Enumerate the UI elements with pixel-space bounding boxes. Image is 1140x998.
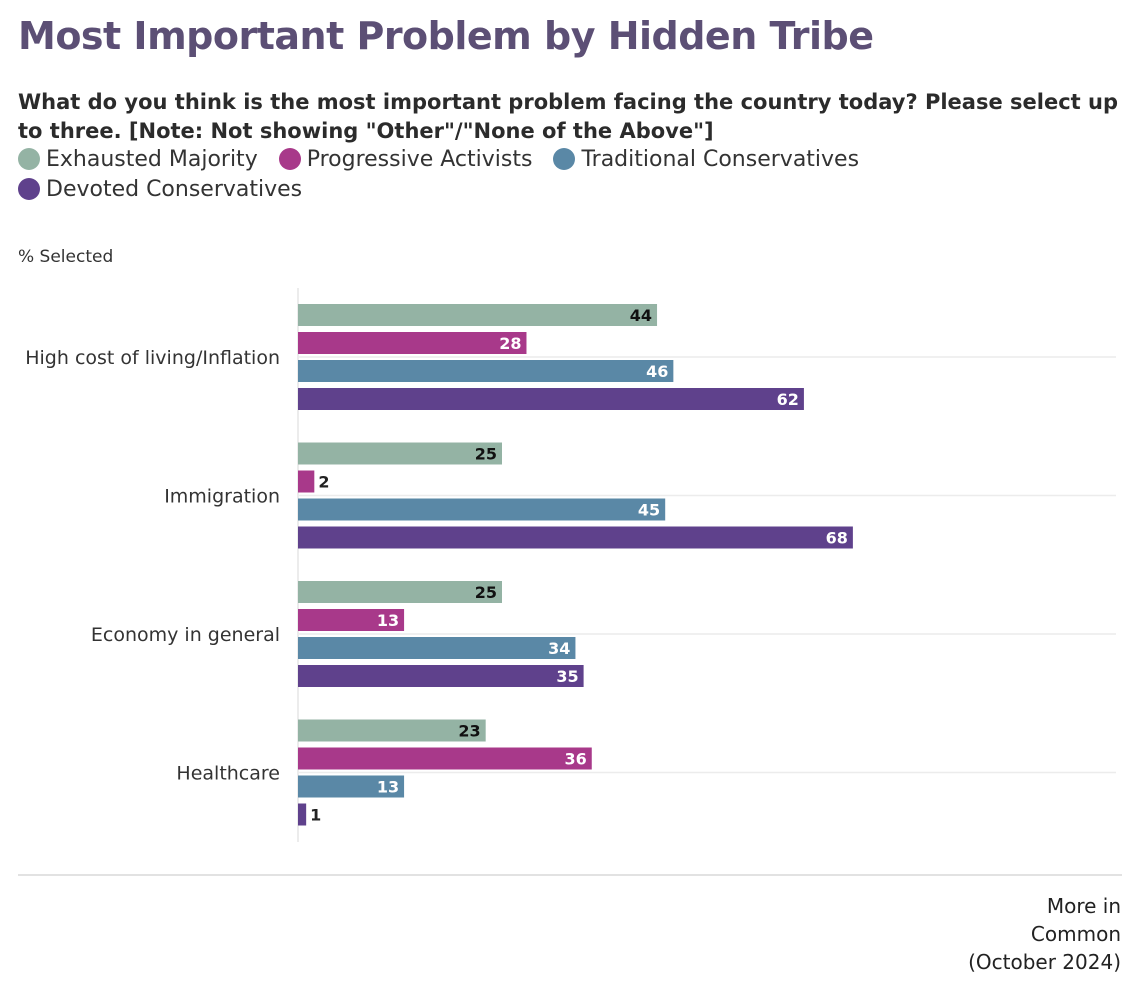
legend-dot-progressive-activists (278, 148, 301, 170)
data-label-devoted-conservatives-economy-in-general: 35 (556, 667, 578, 686)
legend-item-exhausted-majority[interactable]: Exhausted Majority (18, 145, 258, 175)
legend-dot-devoted-conservatives (18, 178, 40, 200)
bar-progressive-activists-high-cost-of-living-inflation[interactable] (298, 332, 527, 354)
data-label-traditional-conservatives-healthcare: 13 (377, 778, 399, 797)
bar-traditional-conservatives-healthcare[interactable] (298, 775, 405, 798)
data-label-devoted-conservatives-healthcare: 1 (310, 806, 321, 825)
legend-label: Traditional Conservatives (581, 147, 860, 172)
bar-progressive-activists-immigration[interactable] (298, 470, 315, 493)
source-line-3: (October 2024) (968, 950, 1121, 974)
chart-subtitle: What do you think is the most important … (18, 90, 1118, 143)
bar-progressive-activists-healthcare[interactable] (298, 747, 592, 770)
category-label-immigration: Immigration (164, 486, 280, 508)
bar-traditional-conservatives-high-cost-of-living-inflation[interactable] (298, 360, 674, 382)
data-label-devoted-conservatives-immigration: 68 (826, 529, 848, 548)
bar-exhausted-majority-immigration[interactable] (298, 442, 502, 465)
bar-exhausted-majority-high-cost-of-living-inflation[interactable] (298, 304, 658, 326)
legend-item-progressive-activists[interactable]: Progressive Activists (278, 145, 533, 175)
bar-exhausted-majority-economy-in-general[interactable] (298, 581, 502, 603)
bar-devoted-conservatives-economy-in-general[interactable] (298, 665, 584, 687)
chart-title: Most Important Problem by Hidden Tribe (18, 14, 874, 58)
data-label-exhausted-majority-healthcare: 23 (458, 722, 480, 741)
data-label-progressive-activists-immigration: 2 (318, 473, 329, 492)
data-label-exhausted-majority-immigration: 25 (475, 445, 497, 464)
data-label-progressive-activists-economy-in-general: 13 (377, 611, 399, 630)
bar-traditional-conservatives-immigration[interactable] (298, 498, 666, 521)
data-label-devoted-conservatives-high-cost-of-living-inflation: 62 (777, 390, 799, 409)
source-line-2: Common (1030, 922, 1121, 946)
bar-progressive-activists-economy-in-general[interactable] (298, 609, 405, 631)
legend: Exhausted Majority Progressive Activists… (18, 145, 1018, 205)
bar-devoted-conservatives-high-cost-of-living-inflation[interactable] (298, 388, 804, 410)
footer-divider (18, 874, 1122, 876)
data-label-traditional-conservatives-immigration: 45 (638, 501, 660, 520)
category-label-economy-in-general: Economy in general (91, 624, 280, 646)
bar-devoted-conservatives-healthcare[interactable] (298, 803, 307, 826)
source-line-1: More in (1046, 894, 1121, 918)
legend-label: Exhausted Majority (46, 147, 258, 172)
data-label-progressive-activists-high-cost-of-living-inflation: 28 (499, 334, 521, 353)
legend-label: Devoted Conservatives (46, 177, 303, 202)
legend-item-traditional-conservatives[interactable]: Traditional Conservatives (553, 145, 859, 175)
bar-traditional-conservatives-economy-in-general[interactable] (298, 637, 576, 659)
legend-dot-exhausted-majority (18, 148, 40, 170)
bar-chart: High cost of living/Inflation 44 28 46 62 Imm… (25, 288, 1116, 842)
legend-dot-traditional-conservatives (553, 148, 576, 170)
data-label-traditional-conservatives-high-cost-of-living-inflation: 46 (646, 362, 668, 381)
category-label-high-cost-of-living-inflation: High cost of living/Inflation (25, 347, 280, 369)
data-label-exhausted-majority-high-cost-of-living-inflation: 44 (630, 306, 652, 325)
data-label-progressive-activists-healthcare: 36 (564, 750, 586, 769)
bar-devoted-conservatives-immigration[interactable] (298, 526, 853, 549)
data-label-exhausted-majority-economy-in-general: 25 (475, 583, 497, 602)
source-note: More in Common (October 2024) (901, 892, 1121, 976)
category-label-healthcare: Healthcare (176, 763, 280, 785)
bar-exhausted-majority-healthcare[interactable] (298, 719, 486, 742)
legend-label: Progressive Activists (306, 147, 533, 172)
axis-unit-label: % Selected (18, 247, 114, 267)
legend-item-devoted-conservatives[interactable]: Devoted Conservatives (18, 175, 302, 205)
data-label-traditional-conservatives-economy-in-general: 34 (548, 639, 570, 658)
